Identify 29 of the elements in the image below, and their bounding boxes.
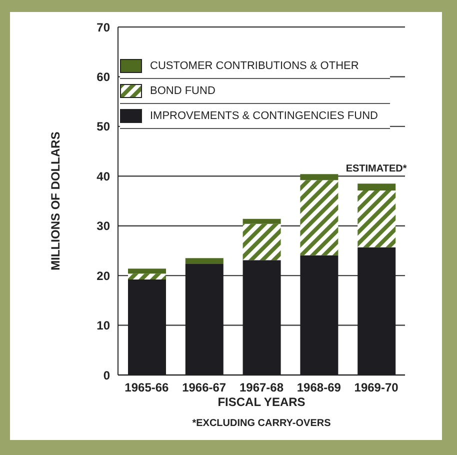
text: *EXCLUDING CARRY-OVERS <box>191 418 332 429</box>
annotation: ESTIMATED* <box>346 164 407 175</box>
x-tick-label: 1967-68 <box>239 380 284 395</box>
bar <box>128 268 166 274</box>
legend-label: CUSTOMER CONTRIBUTIONS & OTHER <box>120 54 390 79</box>
y-tick-label: 20 <box>96 268 110 283</box>
bar <box>300 180 338 256</box>
y-tick-label: 70 <box>96 20 110 34</box>
bar <box>300 174 338 180</box>
x-tick-label: 1969-70 <box>354 380 399 395</box>
x-tick-label: 1968-69 <box>296 380 342 395</box>
y-tick-label: 60 <box>96 70 110 84</box>
bar <box>358 184 396 191</box>
x-tick-label: 1965-66 <box>124 380 170 395</box>
bar <box>128 274 166 280</box>
legend-label: BOND FUND <box>120 79 390 104</box>
bar <box>242 218 281 224</box>
y-tick-label: 50 <box>96 120 110 134</box>
bar <box>242 224 281 260</box>
y-axis-title: MILLIONS OF DOLLARS <box>48 132 62 270</box>
y-tick-label: 10 <box>96 318 110 333</box>
bar <box>358 190 396 248</box>
x-tick-label: 1966-67 <box>182 380 226 395</box>
bar <box>185 258 224 264</box>
y-tick-label: 30 <box>96 219 110 234</box>
y-tick-label: 0 <box>103 368 110 382</box>
legend-label: IMPROVEMENTS & CONTINGENCIES FUND <box>120 104 390 129</box>
x-axis-title: FISCAL YEARS <box>218 395 306 409</box>
y-tick-label: 40 <box>96 169 110 184</box>
